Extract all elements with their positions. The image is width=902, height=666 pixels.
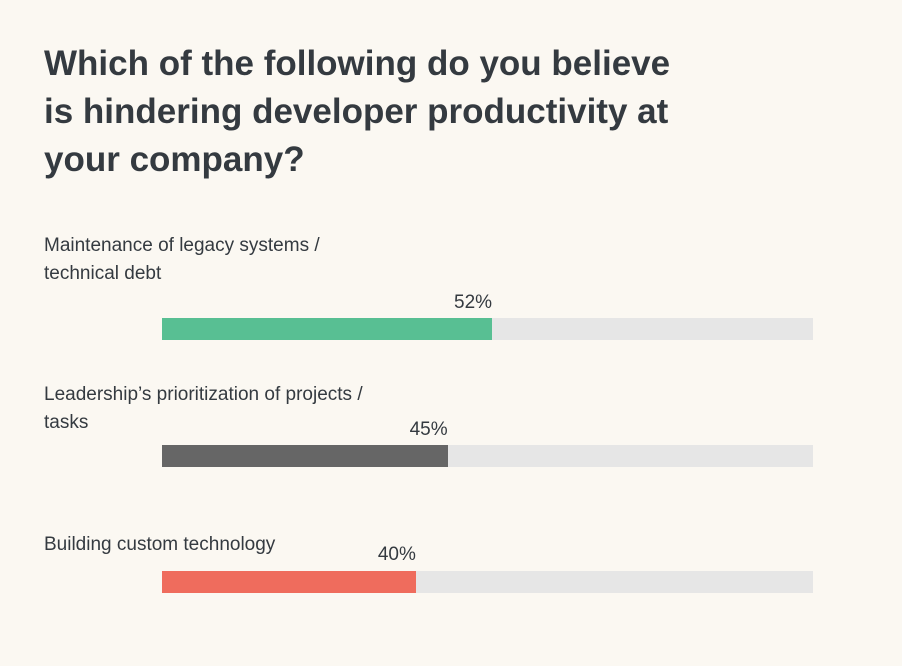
value-label: 52%: [454, 292, 493, 313]
bar-fill: [162, 318, 493, 340]
bar-label: Leadership’s prioritization of projects …: [44, 384, 363, 433]
bar-fill: [162, 445, 448, 467]
bar-label: Building custom technology: [44, 534, 276, 555]
bar-item-0: Maintenance of legacy systems / technica…: [44, 232, 824, 340]
chart-title: Which of the following do you believe is…: [44, 44, 671, 179]
value-label: 45%: [409, 419, 448, 440]
bar-label: Maintenance of legacy systems / technica…: [44, 235, 320, 284]
bar-track: [162, 318, 813, 340]
value-label: 40%: [377, 544, 416, 565]
bar-fill: [162, 571, 416, 593]
bar-item-2: Building custom technology 40%: [44, 531, 824, 593]
bar-track: [162, 445, 813, 467]
bar-item-1: Leadership’s prioritization of projects …: [44, 381, 824, 467]
bar-track: [162, 571, 813, 593]
